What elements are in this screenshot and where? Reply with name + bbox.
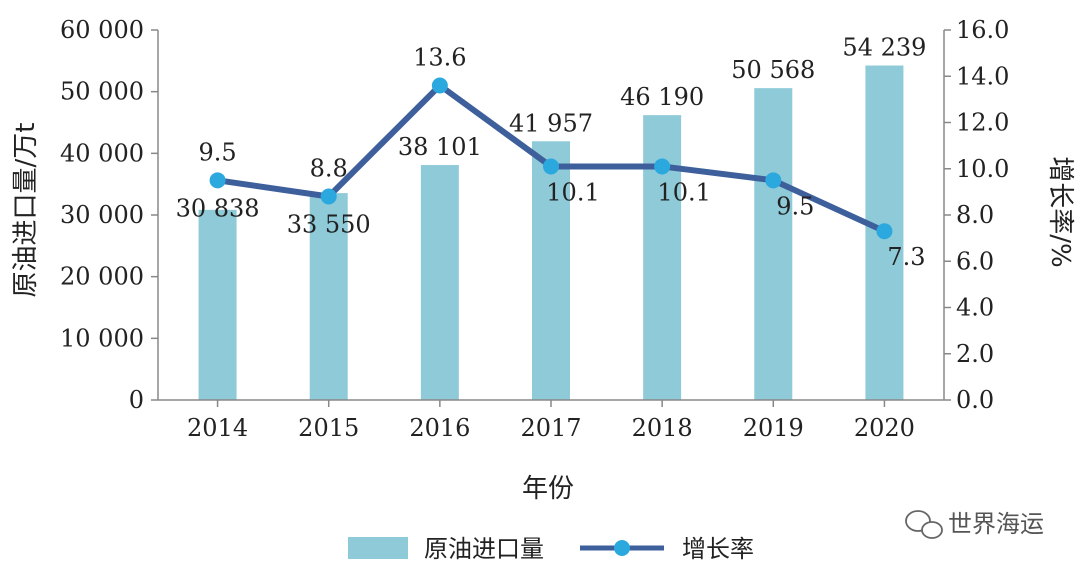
line-value-label-2014: 9.5: [198, 138, 236, 166]
data-labels: 30 838 33 550 38 101 41 957 46 190 50 568 54 2…: [176, 34, 927, 272]
x-tick-label: 2019: [743, 414, 804, 442]
line-point-2017: [543, 158, 559, 175]
bar-value-label-2020: 54 239: [842, 34, 926, 62]
bar-2018: [643, 115, 682, 400]
x-tick-label: 2016: [409, 414, 470, 442]
y2-tick-label: 6.0: [956, 247, 994, 275]
wechat-icon: [905, 510, 943, 539]
y2-tick-label: 0.0: [956, 386, 994, 414]
legend-bar-label: 原油进口量: [424, 535, 544, 563]
bar-series: [198, 65, 904, 400]
watermark: 世界海运: [905, 510, 1044, 539]
y-tick-label: 40 000: [60, 139, 144, 167]
y-tick-label: 50 000: [60, 78, 144, 106]
y2-tick-label: 8.0: [956, 201, 994, 229]
y2-tick-label: 12.0: [956, 109, 1009, 137]
y2-tick-label: 4.0: [956, 294, 994, 322]
watermark-text: 世界海运: [948, 510, 1044, 538]
bar-value-label-2019: 50 568: [731, 56, 815, 84]
line-value-label-2016: 13.6: [413, 44, 466, 72]
axes: 0 10 000 20 000 30 000 40 000 50 000 60 000 0.0…: [60, 16, 1009, 442]
line-point-2014: [209, 172, 226, 189]
line-point-2020: [876, 223, 893, 240]
line-series: [209, 77, 893, 240]
legend-line-label: 增长率: [682, 535, 754, 563]
y2-tick-label: 14.0: [956, 62, 1009, 90]
bar-value-label-2017: 41 957: [509, 109, 593, 137]
legend-bar-swatch: [348, 537, 408, 559]
bar-value-label-2015: 33 550: [287, 211, 371, 239]
line-value-label-2018: 10.1: [657, 178, 710, 206]
y-tick-label: 10 000: [60, 324, 144, 352]
bar-value-label-2016: 38 101: [398, 133, 482, 161]
y-tick-label: 0: [129, 386, 144, 414]
line-point-2016: [431, 77, 448, 94]
line-point-2018: [654, 158, 671, 175]
bar-2017: [532, 141, 570, 400]
line-value-label-2020: 7.3: [887, 243, 925, 271]
y-tick-label: 60 000: [60, 16, 144, 44]
legend: 原油进口量 增长率: [348, 535, 754, 563]
x-tick-label: 2017: [520, 414, 581, 442]
line-value-label-2015: 8.8: [310, 155, 348, 183]
x-tick-label: 2015: [298, 414, 359, 442]
y2-tick-label: 10.0: [956, 155, 1009, 183]
y-tick-label: 20 000: [60, 263, 144, 291]
line-value-label-2017: 10.1: [546, 178, 599, 206]
y-axis-title: 原油进口量/万t: [11, 123, 41, 298]
bar-2016: [420, 165, 459, 400]
bar-2019: [754, 88, 793, 400]
line-point-2019: [765, 172, 782, 189]
bar-value-label-2018: 46 190: [620, 83, 704, 111]
y2-axis-title: 增长率/%: [1045, 156, 1075, 267]
y2-tick-label: 2.0: [956, 340, 994, 368]
x-tick-label: 2018: [632, 414, 693, 442]
line-value-label-2019: 9.5: [776, 192, 814, 220]
x-tick-label: 2014: [187, 414, 248, 442]
legend-line-marker: [614, 540, 630, 556]
y2-tick-label: 16.0: [956, 16, 1009, 44]
line-point-2015: [320, 188, 337, 205]
x-axis-title: 年份: [522, 474, 574, 504]
y-tick-label: 30 000: [60, 201, 144, 229]
x-tick-label: 2020: [854, 414, 915, 442]
bar-2014: [198, 209, 237, 400]
bar-value-label-2014: 30 838: [176, 194, 260, 222]
bar-2015: [309, 193, 348, 400]
